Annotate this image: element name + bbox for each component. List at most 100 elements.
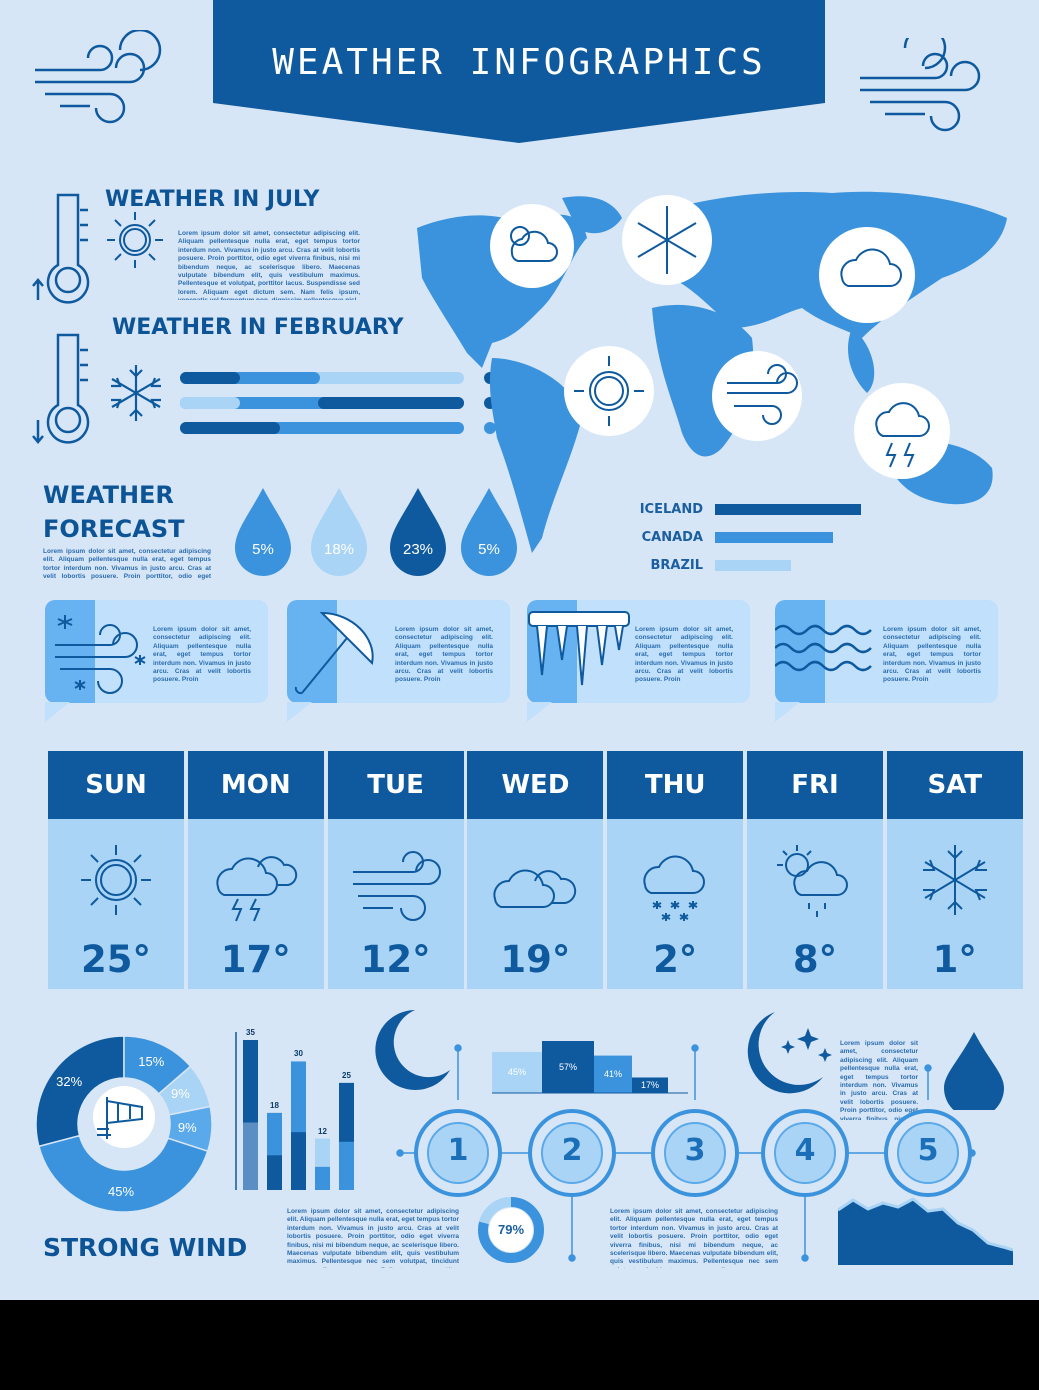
day-name: SUN [48,751,184,819]
sun-icon [107,212,163,268]
forecast-title-line: WEATHER [43,481,174,509]
bar-segment [267,1155,282,1190]
bar-value-label: 18 [270,1100,279,1110]
day-body: 2° [607,819,744,989]
bar-value-label: 30 [294,1049,303,1059]
icicles-icon [528,611,630,686]
step-circle [664,1122,726,1184]
progress-center [489,1208,533,1252]
bar-value-label: 25 [342,1070,351,1080]
umbrella-icon [294,611,374,695]
february-bars [180,372,496,434]
day-name: SAT [886,751,1023,819]
step-number: 5 [917,1133,939,1168]
bubble-tail [527,702,552,722]
drop-percent: 5% [252,541,274,558]
bubble-tail [45,702,70,722]
day-temp: 1° [932,938,977,981]
day-temp: 12° [360,938,431,981]
step-number: 1 [447,1133,469,1168]
day-temp: 2° [653,938,698,981]
banner-shape [213,0,825,143]
info-bubble: Lorem ipsum dolor sit amet, consectetur … [775,600,998,703]
progress-fill [478,1197,544,1263]
country-bar [715,532,833,543]
country-label: BRAZIL [650,558,703,573]
page-title: WEATHER INFOGRAPHICS [272,42,766,83]
day-temp: 25° [81,938,151,981]
moon-stars-icon [747,1012,832,1094]
country-bar [715,504,861,515]
sun-rain-icon [777,845,848,917]
bottom-text-left: Lorem ipsum dolor sit amet, consectetur … [287,1208,459,1268]
step-bar-chart [492,1041,688,1094]
day-card: TUE 12° [327,751,464,989]
step-bar [594,1055,632,1093]
step-bar [542,1041,594,1093]
bar-segment [315,1166,330,1190]
pie-slice [37,1134,209,1213]
wind-icon-right [860,38,981,132]
step-circle [541,1122,603,1184]
info-bubble: Lorem ipsum dolor sit amet, consectetur … [527,600,750,703]
drops [235,488,517,576]
world-map [417,191,1007,553]
day-body: 25° [48,819,184,989]
step-bar [492,1051,542,1093]
day-card: FRI 8° [747,751,883,989]
day-temp: 17° [220,938,291,981]
pie-chart [35,1035,213,1213]
info-bubble: Lorem ipsum dolor sit amet, consectetur … [45,600,268,703]
snow-cloud-icon [643,855,706,921]
july-text: Lorem ipsum dolor sit amet, consectetur … [178,230,360,300]
day-name: WED [467,751,604,819]
bar-value-label: 12 [318,1126,327,1136]
thermometer-up-icon [32,193,90,304]
drop-percent: 23% [402,541,434,558]
pie-label: 9% [171,1085,190,1101]
pie-label: 9% [177,1119,197,1135]
pie-label: 32% [56,1074,83,1090]
pie-slice [35,1035,125,1148]
drop-percent: 5% [478,541,500,558]
title-banner: WEATHER INFOGRAPHICS [213,0,825,143]
bottom-text-right: Lorem ipsum dolor sit amet, consectetur … [610,1208,778,1268]
step-bar-label: 45% [508,1067,527,1078]
step-circle [427,1122,489,1184]
bubble-text: Lorem ipsum dolor sit amet, consectetur … [635,626,733,684]
day-body: 17° [187,819,324,989]
day-card: WED 19° [467,751,604,989]
step-number: 4 [794,1133,816,1168]
day-body: 12° [327,819,464,989]
bar-value-label: 35 [246,1028,255,1037]
moon-icon [375,1010,450,1090]
right-text: Lorem ipsum dolor sit amet, consectetur … [840,1040,918,1120]
info-bubble: Lorem ipsum dolor sit amet, consectetur … [287,600,510,703]
pie-label: 45% [108,1183,135,1199]
step-number: 3 [684,1133,706,1168]
step-bar-label: 57% [559,1062,578,1072]
wind-icon [35,30,162,124]
bubble-text: Lorem ipsum dolor sit amet, consectetur … [395,626,493,684]
bar-segment [291,1132,306,1190]
country-bar [715,560,791,571]
step-number: 2 [561,1133,583,1168]
windsock-icon [93,1086,155,1148]
day-temp: 8° [792,938,838,981]
strong-wind-title: STRONG WIND [43,1233,248,1262]
drop-percent: 18% [323,541,355,558]
steps-timeline [396,1044,976,1262]
day-card: SAT 1° [886,751,1023,989]
step-bar-label: 17% [641,1080,660,1091]
bubble-image [45,600,95,703]
wind-icon [352,851,441,921]
day-temp: 19° [500,938,571,981]
thermometer-down-icon [32,333,90,444]
bubble-tail [775,702,800,722]
forecast-text: Lorem ipsum dolor sit amet, consectetur … [43,548,211,582]
country-label: ICELAND [639,502,703,517]
sun-icon [81,845,151,915]
february-title: WEATHER IN FEBRUARY [112,315,404,340]
bubble-text: Lorem ipsum dolor sit amet, consectetur … [153,626,251,684]
thunderstorm-icon [216,856,297,922]
